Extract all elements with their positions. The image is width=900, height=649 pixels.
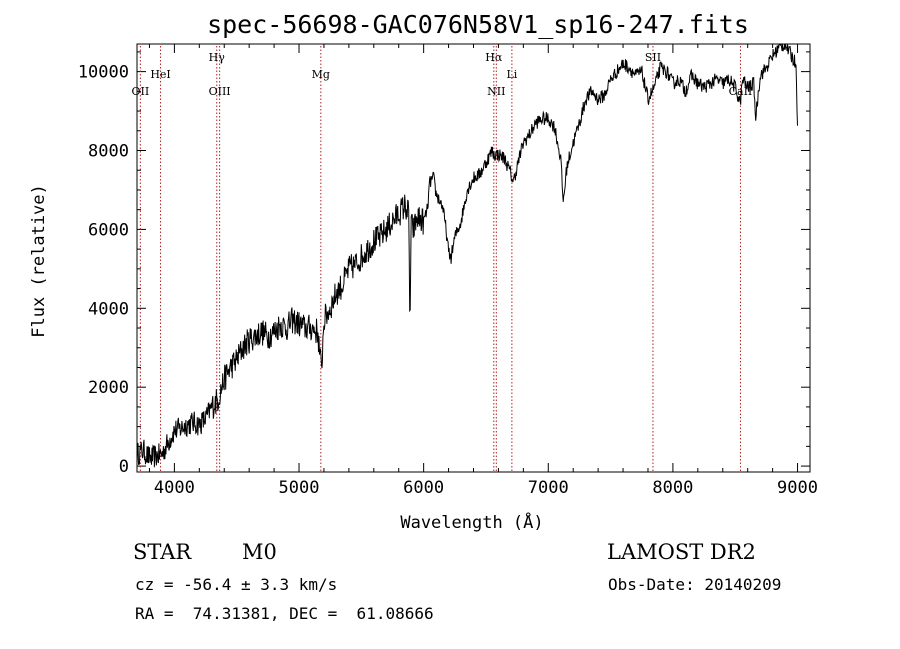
survey-name: LAMOST DR2 — [607, 540, 756, 564]
x-tick-label: 4000 — [154, 478, 195, 498]
spectral-line-label: Mg — [312, 68, 330, 81]
chart-title: spec-56698-GAC076N58V1_sp16-247.fits — [207, 10, 749, 39]
x-axis-label: Wavelength (Å) — [400, 511, 543, 533]
spectral-line-label: OIII — [209, 85, 231, 98]
spectrum-series-line — [136, 43, 798, 468]
spectral-line-label: Li — [506, 68, 517, 81]
x-tick-label: 9000 — [777, 478, 818, 498]
y-tick-label: 4000 — [88, 299, 129, 319]
y-tick-label: 0 — [119, 457, 129, 477]
spectral-line-label: OII — [132, 85, 150, 98]
spectral-line-label: HeI — [150, 68, 170, 81]
spectral-line-label: SII — [645, 51, 661, 64]
spectral-line-label: NII — [487, 85, 505, 98]
coordinates: RA = 74.31381, DEC = 61.08666 — [135, 604, 434, 623]
y-tick-label: 8000 — [88, 142, 129, 162]
y-tick-label: 2000 — [88, 378, 129, 398]
observation-date: Obs-Date: 20140209 — [608, 575, 782, 594]
plot-frame — [136, 43, 811, 473]
x-tick-label: 7000 — [528, 478, 569, 498]
redshift-velocity: cz = -56.4 ± 3.3 km/s — [135, 575, 338, 594]
y-tick-label: 6000 — [88, 220, 129, 240]
spectral-line-label: Hα — [485, 51, 503, 64]
spectral-line-label: Hγ — [209, 51, 226, 64]
object-type: STAR — [133, 540, 192, 564]
y-tick-label: 10000 — [78, 63, 129, 83]
subclass: M0 — [242, 540, 277, 564]
y-axis-label: Flux (relative) — [29, 184, 49, 338]
x-tick-label: 5000 — [279, 478, 320, 498]
x-tick-label: 8000 — [652, 478, 693, 498]
x-tick-label: 6000 — [403, 478, 444, 498]
plot-area: 4000 5000 6000 7000 8000 9000 0 2000 4000 6000 800… — [78, 43, 818, 498]
